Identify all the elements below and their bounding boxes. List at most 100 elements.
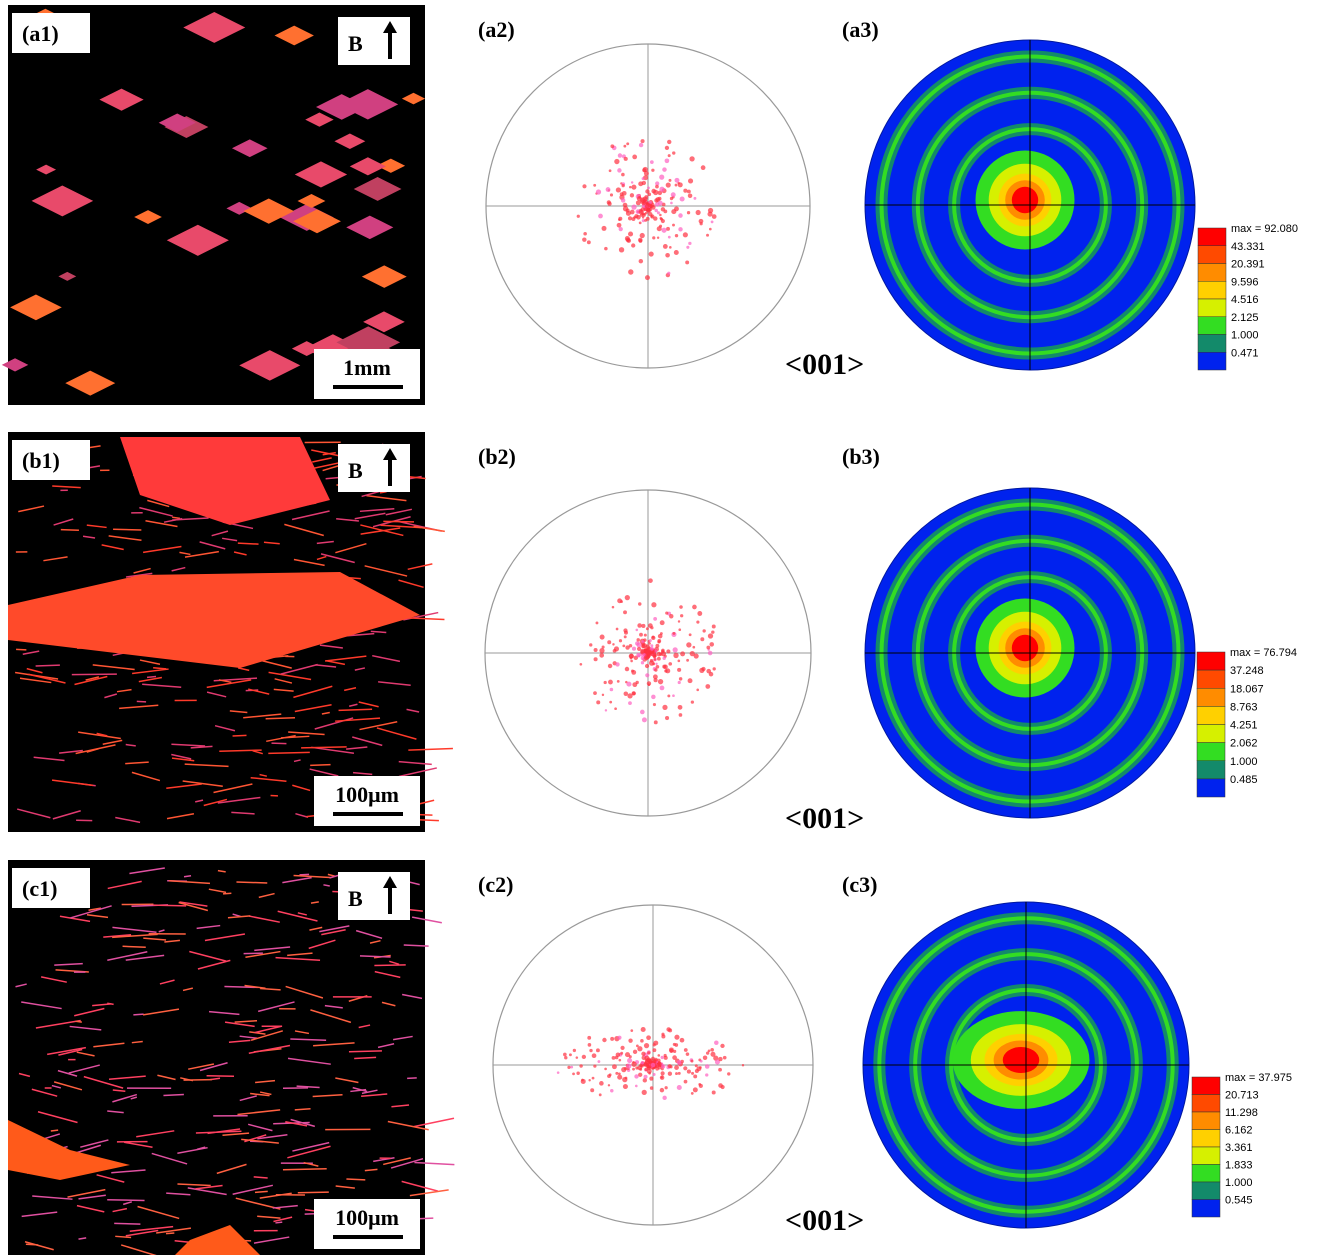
- pole-point: [595, 1048, 600, 1053]
- grain: [68, 1064, 100, 1074]
- pole-point: [618, 227, 623, 232]
- grain: [222, 537, 238, 542]
- pole-point: [641, 717, 647, 723]
- grain: [35, 664, 60, 667]
- grain: [80, 1139, 109, 1148]
- pole-point: [616, 680, 620, 683]
- pole-point: [636, 638, 640, 642]
- pole-point: [639, 1067, 643, 1071]
- grain: [263, 541, 280, 545]
- grain: [401, 993, 423, 1000]
- pole-point: [714, 1059, 720, 1065]
- pole-point: [688, 633, 692, 637]
- pole-point: [612, 648, 617, 653]
- grain: [319, 644, 343, 649]
- grain: [71, 673, 117, 676]
- grain: [324, 1004, 343, 1009]
- pole-point: [643, 633, 647, 637]
- pole-point: [686, 658, 690, 662]
- pole-point: [638, 209, 644, 215]
- pole-point: [621, 1067, 627, 1073]
- pole-point: [648, 251, 654, 257]
- grain: [336, 518, 359, 522]
- pole-point: [615, 662, 620, 667]
- grain: [358, 1024, 371, 1029]
- grain: [184, 550, 219, 558]
- grain: [93, 1042, 125, 1048]
- grain: [277, 910, 318, 922]
- grain: [52, 485, 81, 489]
- legend-label: 11.298: [1225, 1107, 1258, 1119]
- pole-point: [689, 650, 695, 657]
- pole-point: [712, 667, 716, 671]
- pole-point: [710, 220, 714, 224]
- pole-point: [651, 602, 657, 608]
- grain: [316, 94, 368, 120]
- pole-point: [693, 1074, 698, 1079]
- legend-swatch: [1196, 742, 1226, 761]
- pole-figure: [492, 904, 814, 1226]
- pole-point: [651, 168, 655, 172]
- grain: [21, 1211, 58, 1218]
- pole-point: [593, 691, 597, 695]
- pole-point: [674, 233, 679, 238]
- grain: [171, 743, 206, 747]
- pole-point: [685, 260, 690, 265]
- grain: [359, 721, 398, 731]
- pole-point: [698, 1083, 703, 1088]
- pole-point: [649, 1086, 654, 1090]
- pole-point: [650, 626, 654, 630]
- pole-point: [674, 177, 680, 183]
- grain: [204, 933, 246, 942]
- pole-point: [652, 674, 658, 680]
- pole-point: [705, 684, 711, 689]
- grain: [364, 1168, 378, 1172]
- micrograph: (a1) B 1mm: [1, 5, 426, 405]
- pole-point: [623, 635, 627, 639]
- pole-point: [596, 700, 601, 705]
- pole-point: [582, 237, 587, 242]
- pole-point: [597, 1060, 601, 1063]
- legend-label: 9.596: [1231, 276, 1259, 288]
- legend-swatch: [1191, 1076, 1221, 1095]
- legend-swatch: [1197, 334, 1227, 353]
- grain: [257, 1001, 295, 1013]
- grain: [348, 1050, 382, 1053]
- pole-point: [644, 1055, 650, 1061]
- legend-swatch: [1191, 1146, 1221, 1165]
- pole-point: [616, 222, 622, 228]
- grain: [303, 1161, 319, 1167]
- grain: [125, 743, 136, 747]
- grain: [310, 901, 319, 904]
- legend-label: 3.361: [1225, 1142, 1253, 1154]
- pole-point: [564, 1056, 568, 1060]
- pole-point: [686, 245, 690, 249]
- pole-point: [699, 667, 705, 673]
- pole-point: [650, 1062, 656, 1068]
- grain: [138, 676, 163, 683]
- grain: [153, 904, 187, 907]
- pole-point: [669, 246, 672, 249]
- grain: [348, 703, 358, 707]
- pole-point: [638, 1072, 643, 1077]
- pole-point: [630, 181, 634, 184]
- pole-point: [677, 1071, 681, 1075]
- grain: [287, 1057, 331, 1065]
- grain: [40, 976, 67, 983]
- grain: [147, 499, 170, 508]
- grain: [195, 799, 204, 803]
- pole-point: [666, 226, 670, 231]
- grain: [352, 771, 373, 776]
- grain: [85, 676, 100, 681]
- pole-point: [659, 1087, 665, 1093]
- legend-swatch: [1197, 298, 1227, 317]
- pole-point: [636, 646, 642, 652]
- pole-point: [588, 1079, 591, 1082]
- pole-point: [667, 694, 671, 698]
- pole-point: [657, 639, 662, 643]
- contour-peak: [1011, 186, 1039, 214]
- pole-point: [593, 648, 598, 653]
- pole-point: [666, 1027, 671, 1032]
- legend-label: 37.248: [1230, 665, 1264, 677]
- grain: [265, 716, 296, 720]
